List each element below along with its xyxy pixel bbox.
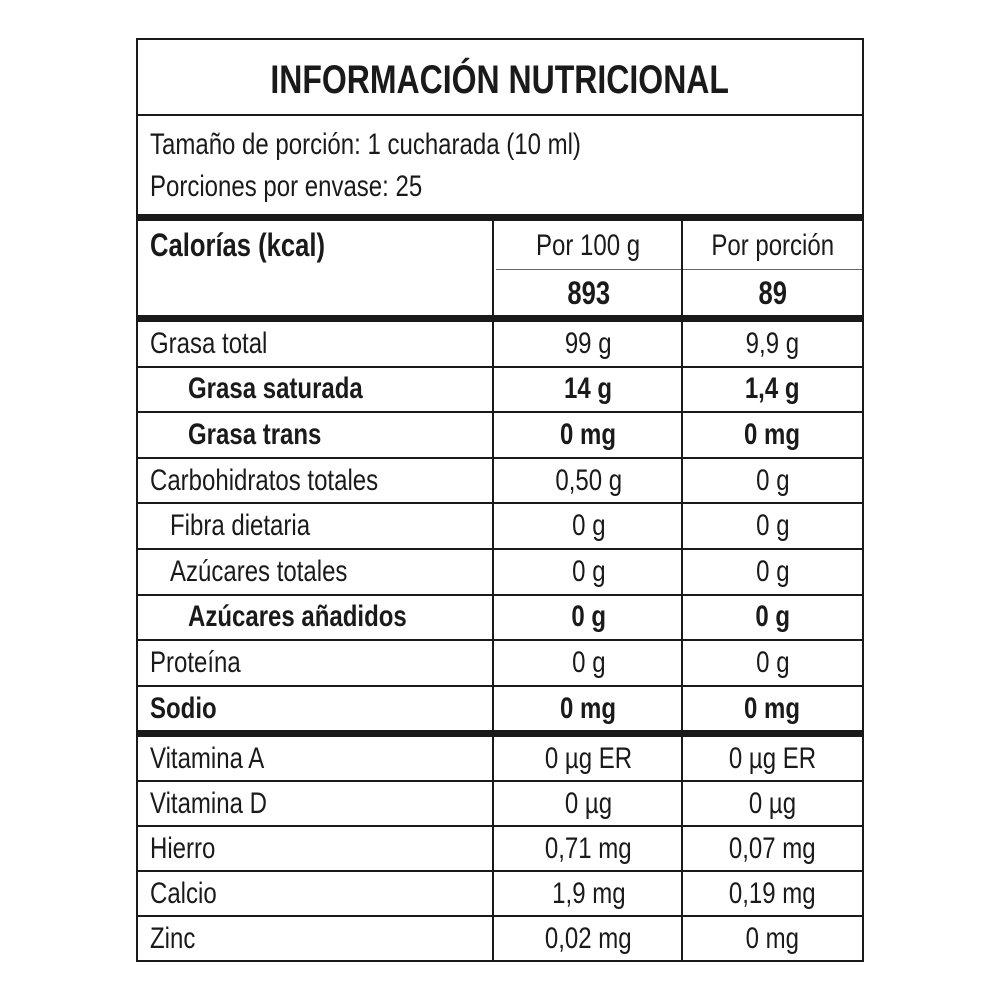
nutrient-name: Zinc bbox=[150, 921, 196, 955]
value-per-100g: 0 mg bbox=[560, 417, 617, 451]
value-per-100g: 0 g bbox=[571, 554, 606, 588]
value-per-serving: 0 µg ER bbox=[728, 741, 817, 775]
nutrient-row: Grasa saturada 14 g 1,4 g bbox=[138, 365, 862, 412]
value-per-100g: 0 g bbox=[571, 509, 606, 543]
value-per-100g: 99 g bbox=[565, 326, 612, 360]
serving-info: Tamaño de porción: 1 cucharada (10 ml) P… bbox=[138, 116, 862, 214]
column-divider bbox=[492, 221, 494, 960]
nutrition-facts-label: INFORMACIÓN NUTRICIONAL Tamaño de porció… bbox=[136, 38, 864, 962]
nutrient-row: Hierro 0,71 mg 0,07 mg bbox=[138, 825, 862, 870]
value-per-100g: 14 g bbox=[564, 372, 613, 406]
value-per-100g: 0 mg bbox=[560, 691, 617, 725]
nutrient-name: Proteína bbox=[150, 645, 241, 679]
nutrient-name: Azúcares añadidos bbox=[188, 600, 407, 634]
thick-divider bbox=[138, 315, 862, 322]
value-per-serving: 0 g bbox=[755, 554, 790, 588]
value-per-serving: 9,9 g bbox=[745, 326, 800, 360]
thick-divider bbox=[138, 214, 862, 221]
nutrient-row: Carbohidratos totales 0,50 g 0 g bbox=[138, 456, 862, 503]
value-per-serving: 0 mg bbox=[745, 921, 800, 955]
value-per-serving: 0 µg bbox=[748, 786, 797, 820]
value-per-serving: 0 mg bbox=[744, 691, 801, 725]
nutrient-name: Vitamina A bbox=[150, 741, 265, 775]
nutrient-name: Calcio bbox=[150, 876, 217, 910]
calories-per-100g: 893 bbox=[567, 275, 610, 311]
value-per-serving: 0,07 mg bbox=[729, 831, 816, 865]
col-header-per-100g: Por 100 g bbox=[536, 229, 641, 262]
nutrient-name: Sodio bbox=[150, 691, 217, 725]
header-thin-divider bbox=[496, 269, 862, 270]
nutrient-row: Azúcares añadidos 0 g 0 g bbox=[138, 593, 862, 640]
value-per-100g: 0 µg ER bbox=[544, 741, 633, 775]
nutrient-row: Proteína 0 g 0 g bbox=[138, 639, 862, 685]
nutrient-row: Vitamina D 0 µg 0 µg bbox=[138, 780, 862, 825]
nutrient-row: Grasa trans 0 mg 0 mg bbox=[138, 411, 862, 457]
value-per-100g: 0,50 g bbox=[555, 463, 622, 497]
value-per-serving: 0 g bbox=[755, 645, 790, 679]
value-per-serving: 1,4 g bbox=[745, 372, 800, 406]
nutrient-row: Fibra dietaria 0 g 0 g bbox=[138, 502, 862, 548]
calories-label: Calorías (kcal) bbox=[150, 227, 326, 263]
nutrient-row: Azúcares totales 0 g 0 g bbox=[138, 548, 862, 594]
value-per-serving: 0 g bbox=[755, 509, 790, 543]
value-per-100g: 0 µg bbox=[564, 786, 613, 820]
value-per-serving: 0 mg bbox=[744, 417, 801, 451]
value-per-100g: 0 g bbox=[571, 645, 606, 679]
thick-divider bbox=[138, 730, 862, 737]
value-per-100g: 0 g bbox=[571, 600, 606, 634]
nutrient-name: Fibra dietaria bbox=[170, 509, 311, 543]
value-per-100g: 0,02 mg bbox=[545, 921, 632, 955]
value-per-100g: 1,9 mg bbox=[551, 876, 626, 910]
nutrient-row: Grasa total 99 g 9,9 g bbox=[138, 320, 862, 366]
value-per-serving: 0,19 mg bbox=[729, 876, 816, 910]
nutrient-name: Hierro bbox=[150, 831, 216, 865]
nutrient-row: Calcio 1,9 mg 0,19 mg bbox=[138, 870, 862, 915]
value-per-100g: 0,71 mg bbox=[545, 831, 632, 865]
nutrient-name: Grasa saturada bbox=[188, 372, 363, 406]
value-per-serving: 0 g bbox=[755, 600, 790, 634]
calories-header: Calorías (kcal) Por 100 g Por porción 89… bbox=[138, 221, 862, 315]
col-header-per-serving: Por porción bbox=[711, 229, 834, 262]
calories-per-serving: 89 bbox=[758, 275, 787, 311]
nutrient-name: Grasa total bbox=[150, 326, 268, 360]
nutrient-row: Sodio 0 mg 0 mg bbox=[138, 684, 862, 731]
serving-size: Tamaño de porción: 1 cucharada (10 ml) bbox=[150, 128, 581, 161]
servings-per-container: Porciones por envase: 25 bbox=[150, 170, 423, 203]
nutrient-name: Grasa trans bbox=[188, 417, 322, 451]
label-title: INFORMACIÓN NUTRICIONAL bbox=[138, 40, 862, 116]
nutrient-name: Azúcares totales bbox=[170, 554, 348, 588]
title-text: INFORMACIÓN NUTRICIONAL bbox=[270, 58, 730, 102]
nutrient-name: Carbohidratos totales bbox=[150, 463, 379, 497]
value-per-serving: 0 g bbox=[755, 463, 790, 497]
column-divider bbox=[681, 221, 683, 960]
nutrient-name: Vitamina D bbox=[150, 786, 267, 820]
nutrient-row: Vitamina A 0 µg ER 0 µg ER bbox=[138, 735, 862, 780]
nutrient-row: Zinc 0,02 mg 0 mg bbox=[138, 915, 862, 960]
